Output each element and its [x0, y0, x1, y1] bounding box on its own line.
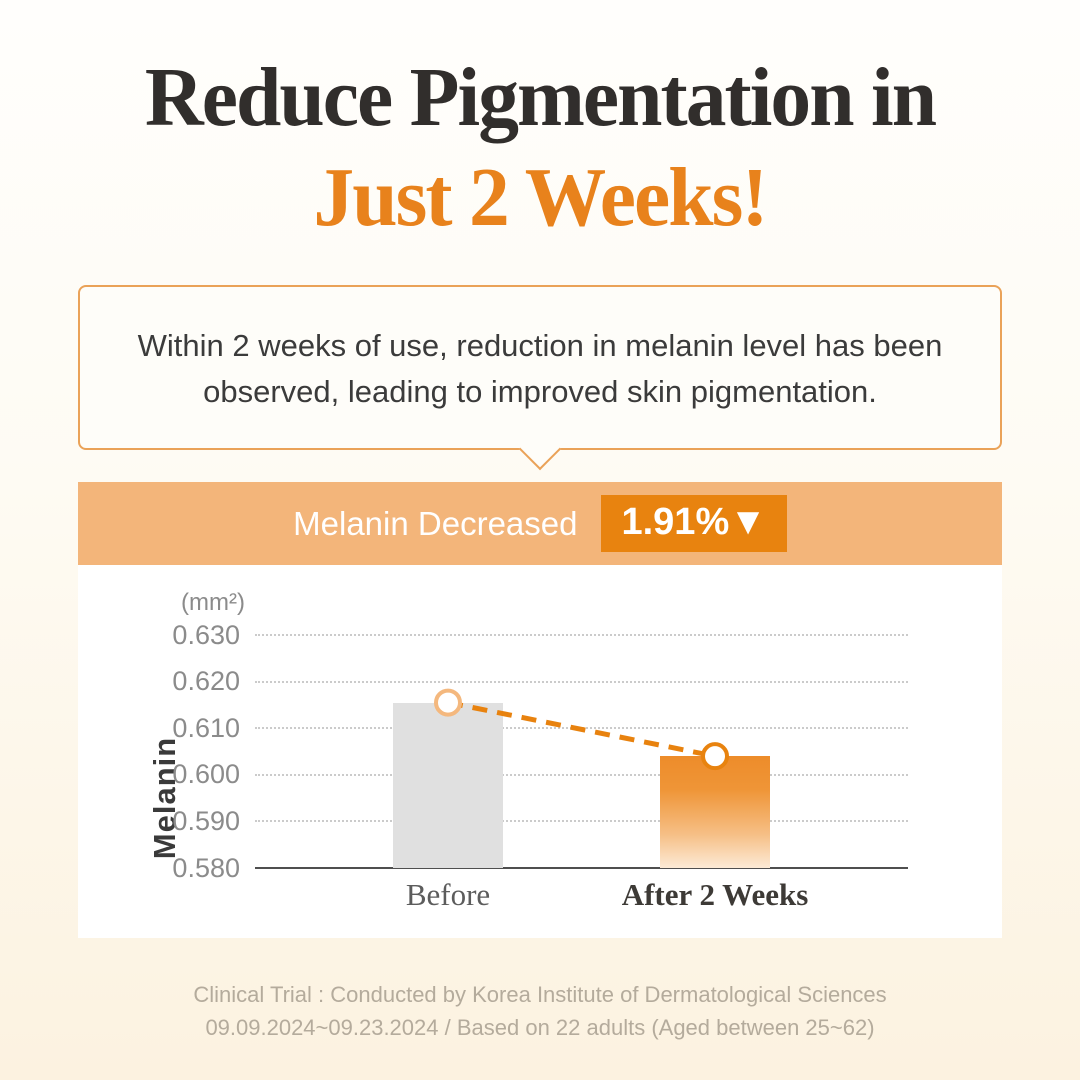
gridline: [255, 773, 908, 776]
bubble-tail-pointer: [518, 427, 562, 471]
decrease-percentage-badge: 1.91%▼: [601, 495, 787, 552]
melanin-bar-chart: (mm²) Melanin 0.630 0.620 0.610 0.600 0.…: [78, 565, 1002, 938]
y-axis-title: Melanin: [147, 736, 183, 860]
gridline: [255, 680, 908, 683]
gridline: [255, 820, 908, 823]
y-tick-0580-baseline: 0.580: [78, 853, 908, 883]
y-tick-0590: 0.590: [78, 806, 908, 836]
y-axis-unit-label: (mm²): [181, 589, 245, 616]
callout-line-1: Within 2 weeks of use, reduction in mela…: [137, 328, 943, 363]
title-line-dark: Reduce Pigmentation in: [144, 51, 937, 144]
callout-bubble: Within 2 weeks of use, reduction in mela…: [78, 285, 1002, 471]
melanin-banner: Melanin Decreased 1.91%▼: [78, 482, 1002, 565]
gridline: [255, 634, 908, 636]
footnote-line-1: Clinical Trial : Conducted by Korea Inst…: [193, 982, 887, 1007]
callout-line-2: observed, leading to improved skin pigme…: [203, 374, 877, 409]
gridline: [255, 727, 908, 730]
x-axis-line: [255, 867, 908, 869]
page-title: Reduce Pigmentation in Just 2 Weeks!: [0, 51, 1080, 245]
footnote-line-2: 09.09.2024~09.23.2024 / Based on 22 adul…: [205, 1015, 875, 1040]
x-label-after-2-weeks: After 2 Weeks: [621, 877, 809, 912]
y-tick-0620: 0.620: [78, 666, 908, 696]
y-tick-0630: 0.630: [78, 620, 908, 650]
y-tick-0600: 0.600: [78, 759, 908, 789]
banner-label: Melanin Decreased: [293, 504, 578, 542]
title-line-orange: Just 2 Weeks!: [313, 151, 768, 245]
bar-after-2-weeks: [660, 756, 770, 868]
callout-text: Within 2 weeks of use, reduction in mela…: [80, 323, 1000, 415]
clinical-trial-footnote: Clinical Trial : Conducted by Korea Inst…: [0, 978, 1080, 1044]
bar-before: [393, 702, 503, 868]
x-label-before: Before: [405, 877, 491, 912]
